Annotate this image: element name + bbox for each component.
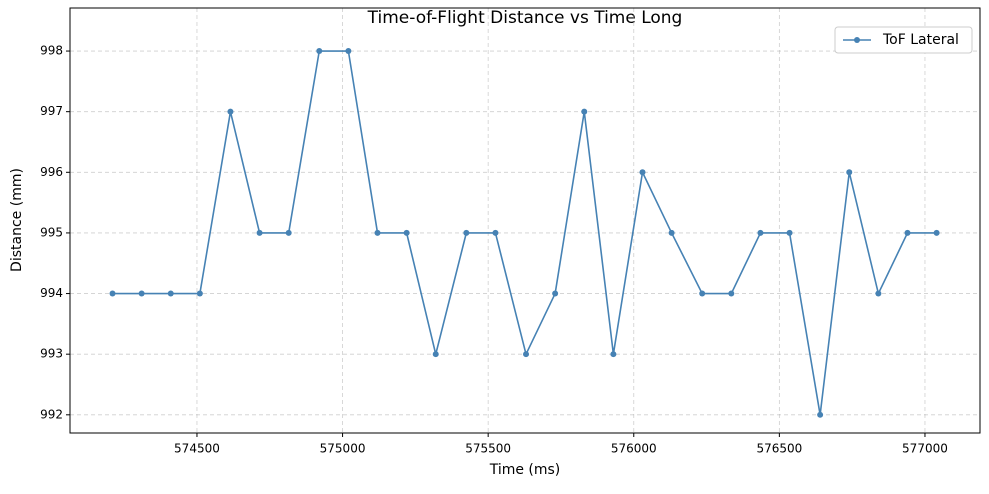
- data-point: [256, 229, 263, 236]
- data-point: [196, 290, 203, 297]
- data-point: [374, 229, 381, 236]
- x-tick-label: 575500: [465, 442, 511, 456]
- y-tick-label: 998: [40, 44, 63, 58]
- data-point: [639, 169, 646, 176]
- data-point: [345, 48, 352, 55]
- data-point: [138, 290, 145, 297]
- y-tick-label: 993: [40, 347, 63, 361]
- data-point: [875, 290, 882, 297]
- plot-frame: [69, 7, 981, 434]
- data-point: [552, 290, 559, 297]
- legend-marker: [854, 37, 860, 43]
- x-axis-label: Time (ms): [489, 462, 561, 478]
- data-point: [786, 229, 793, 236]
- x-tick-label: 576500: [756, 442, 802, 456]
- data-point: [699, 290, 706, 297]
- data-point: [523, 351, 530, 358]
- data-point: [167, 290, 174, 297]
- data-point: [728, 290, 735, 297]
- data-point: [285, 229, 292, 236]
- x-tick-label: 576000: [611, 442, 657, 456]
- data-point: [403, 229, 410, 236]
- data-point: [432, 351, 439, 358]
- data-point: [933, 229, 940, 236]
- data-point: [610, 351, 617, 358]
- data-point: [757, 229, 764, 236]
- y-axis-label: Distance (mm): [9, 168, 25, 272]
- y-tick-label: 996: [40, 165, 63, 179]
- x-tick-label: 574500: [174, 442, 220, 456]
- x-tick-label: 577000: [902, 442, 948, 456]
- legend-box: [834, 26, 973, 54]
- data-point: [109, 290, 116, 297]
- data-point: [904, 229, 911, 236]
- y-tick-label: 995: [40, 225, 63, 239]
- data-point: [492, 229, 499, 236]
- data-point: [227, 108, 234, 115]
- y-tick-label: 992: [40, 407, 63, 421]
- data-point: [817, 411, 824, 418]
- data-point: [316, 48, 323, 55]
- data-point: [668, 229, 675, 236]
- data-point: [463, 229, 470, 236]
- chart-title: Time-of-Flight Distance vs Time Long: [367, 8, 683, 28]
- y-tick-label: 994: [40, 286, 63, 300]
- legend-label: ToF Lateral: [882, 32, 959, 48]
- x-tick-label: 575000: [320, 442, 366, 456]
- data-point: [581, 108, 588, 115]
- y-tick-label: 997: [40, 104, 63, 118]
- data-point: [846, 169, 853, 176]
